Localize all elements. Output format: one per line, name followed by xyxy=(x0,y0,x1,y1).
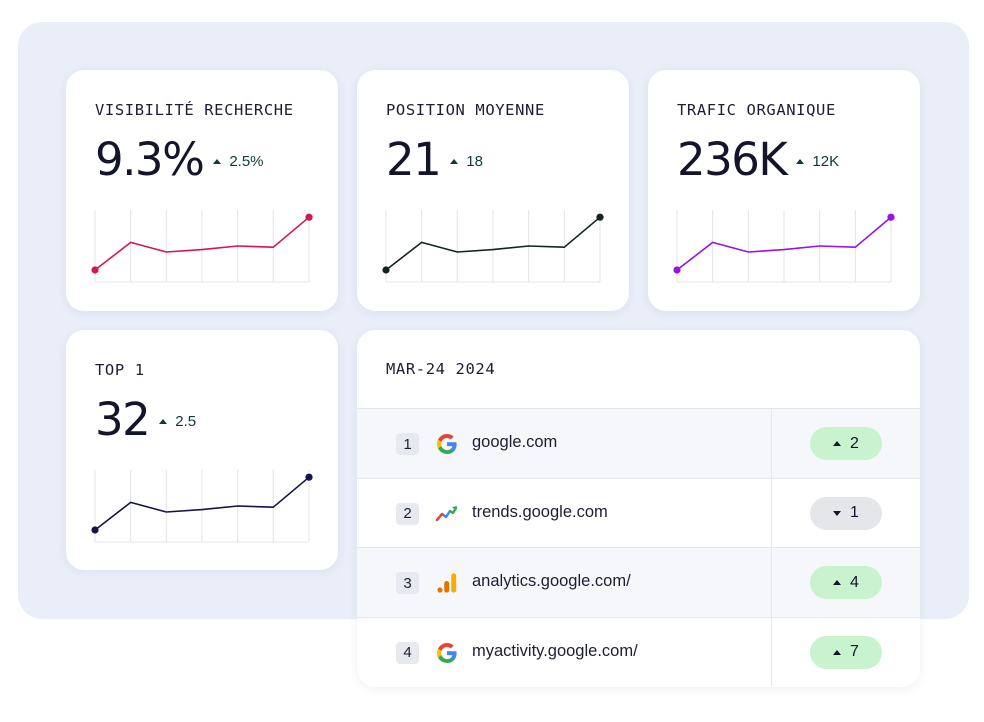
kpi-title: VISIBILITÉ RECHERCHE xyxy=(95,101,294,119)
sparkline-end-point xyxy=(596,213,604,221)
arrow-up-icon xyxy=(833,441,842,446)
arrow-up-icon xyxy=(159,418,168,424)
table-row[interactable]: 4 myactivity.google.com/ 7 xyxy=(357,616,920,686)
site-url[interactable]: google.com xyxy=(472,433,558,451)
arrow-up-icon xyxy=(213,158,222,164)
sparkline-series xyxy=(385,216,601,271)
change-value: 1 xyxy=(850,504,859,521)
kpi-value: 32 xyxy=(95,393,151,446)
arrow-up-icon xyxy=(450,158,459,164)
kpi-value: 9.3% xyxy=(95,133,205,186)
kpi-delta: 2.5% xyxy=(213,152,264,170)
table-row[interactable]: 3 analytics.google.com/ 4 xyxy=(357,547,920,617)
table-row[interactable]: 1 google.com 2 xyxy=(357,408,920,478)
kpi-value: 236K xyxy=(677,133,788,186)
google-trends-icon xyxy=(435,505,458,521)
arrow-down-icon xyxy=(833,510,842,516)
kpi-delta-value: 2.5 xyxy=(175,412,197,430)
arrow-up-icon xyxy=(796,158,805,164)
change-pill: 2 xyxy=(810,427,882,460)
sparkline-chart xyxy=(673,210,895,283)
table-row[interactable]: 2 trends.google.com 1 xyxy=(357,477,920,547)
change-value: 7 xyxy=(850,643,859,660)
kpi-delta: 2.5 xyxy=(159,413,196,430)
arrow-up-icon xyxy=(833,580,842,585)
sparkline-series xyxy=(94,216,310,271)
sparkline-chart xyxy=(382,210,604,283)
column-divider xyxy=(771,617,772,686)
kpi-delta: 12K xyxy=(796,153,839,170)
sparkline-start-point xyxy=(91,266,99,274)
sparkline-end-point xyxy=(305,213,313,221)
kpi-title: TOP 1 xyxy=(95,361,145,379)
ranking-table-card: MAR-24 2024 1 google.com 2 2 xyxy=(357,330,920,687)
sparkline-series xyxy=(94,476,310,531)
sparkline-end-point xyxy=(305,473,313,481)
change-value: 2 xyxy=(850,434,859,452)
sparkline-chart xyxy=(91,210,313,283)
sparkline-series xyxy=(676,216,892,271)
column-divider xyxy=(771,478,772,547)
rank-badge: 3 xyxy=(396,572,419,594)
change-value: 4 xyxy=(850,573,859,591)
column-divider xyxy=(771,548,772,617)
change-pill: 1 xyxy=(810,496,882,530)
change-pill: 4 xyxy=(810,566,882,599)
kpi-title: TRAFIC ORGANIQUE xyxy=(677,101,836,119)
column-divider xyxy=(771,409,772,478)
google-icon xyxy=(436,642,457,663)
kpi-delta: 18 xyxy=(450,153,483,170)
sparkline-start-point xyxy=(673,266,681,274)
google-analytics-icon xyxy=(437,573,457,593)
rank-badge: 1 xyxy=(396,433,419,455)
kpi-card-position[interactable]: POSITION MOYENNE 21 18 xyxy=(357,70,629,311)
table-date-title: MAR-24 2024 xyxy=(386,360,496,378)
kpi-delta-value: 12K xyxy=(812,152,840,170)
kpi-title: POSITION MOYENNE xyxy=(386,101,545,119)
kpi-delta-value: 2.5% xyxy=(229,152,264,170)
rank-badge: 4 xyxy=(396,641,419,664)
sparkline-start-point xyxy=(91,526,99,534)
sparkline-chart xyxy=(91,470,313,543)
change-pill: 7 xyxy=(810,635,882,669)
rank-badge: 2 xyxy=(396,502,419,525)
site-url[interactable]: myactivity.google.com/ xyxy=(472,641,638,660)
sparkline-end-point xyxy=(887,213,895,221)
kpi-card-visibility[interactable]: VISIBILITÉ RECHERCHE 9.3% 2.5% xyxy=(66,70,338,311)
sparkline-start-point xyxy=(382,266,390,274)
site-url[interactable]: trends.google.com xyxy=(472,502,608,521)
kpi-delta-value: 18 xyxy=(466,152,483,170)
google-icon xyxy=(436,434,457,455)
site-url[interactable]: analytics.google.com/ xyxy=(472,572,631,590)
kpi-card-top1[interactable]: TOP 1 32 2.5 xyxy=(66,330,338,570)
kpi-value: 21 xyxy=(386,133,442,186)
arrow-up-icon xyxy=(833,649,842,655)
kpi-card-traffic[interactable]: TRAFIC ORGANIQUE 236K 12K xyxy=(648,70,920,311)
